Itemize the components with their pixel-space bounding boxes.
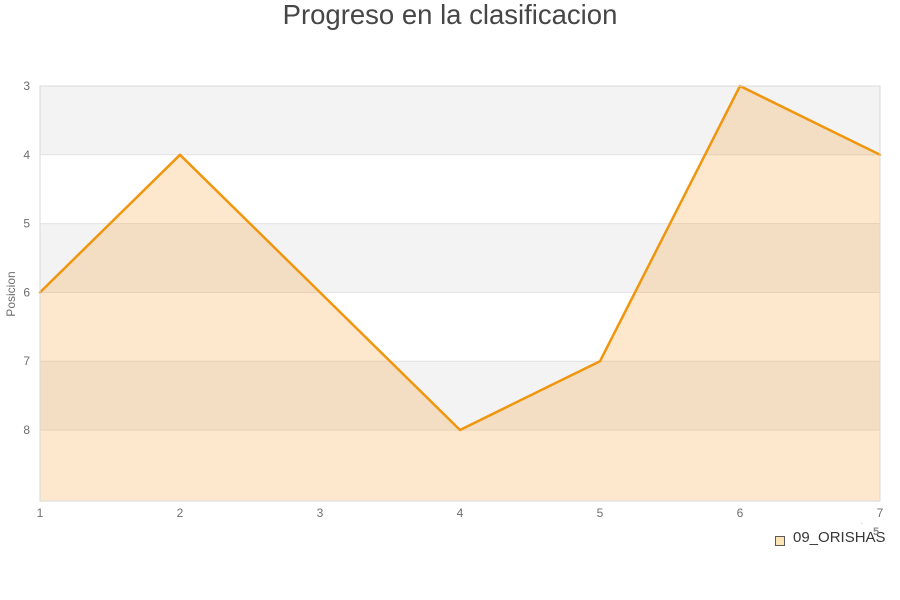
svg-text:4: 4 <box>457 506 464 520</box>
svg-text:3: 3 <box>23 79 30 93</box>
svg-text:5: 5 <box>23 217 30 231</box>
svg-text:5: 5 <box>597 506 604 520</box>
svg-text:1: 1 <box>37 506 44 520</box>
svg-text:6: 6 <box>23 285 30 299</box>
svg-text:8: 8 <box>23 423 30 437</box>
svg-text:3: 3 <box>317 506 324 520</box>
svg-text:4: 4 <box>23 148 30 162</box>
svg-text:7: 7 <box>23 354 30 368</box>
svg-text:2: 2 <box>177 506 184 520</box>
svg-text:6: 6 <box>737 506 744 520</box>
svg-text:7: 7 <box>877 506 884 520</box>
